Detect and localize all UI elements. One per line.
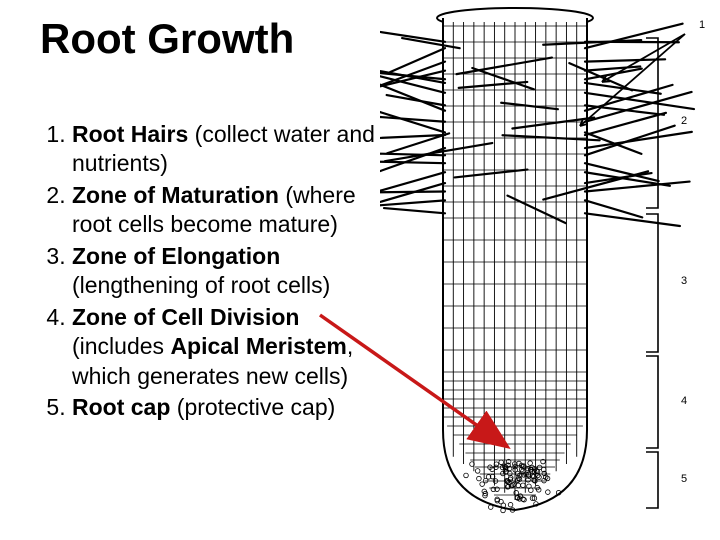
desc: (protective cap) <box>170 394 335 420</box>
svg-text:5: 5 <box>681 473 687 485</box>
list-item: Zone of Maturation (where root cells bec… <box>72 181 380 240</box>
svg-text:1: 1 <box>699 19 705 31</box>
desc: (lengthening of root cells) <box>72 272 330 298</box>
list-item: Zone of Cell Division (includes Apical M… <box>72 303 380 391</box>
svg-text:4: 4 <box>681 395 687 407</box>
list-item: Root cap (protective cap) <box>72 393 380 422</box>
root-diagram: 2 3 4 5 1 <box>380 0 720 540</box>
term: Root Hairs <box>72 121 188 147</box>
term: Zone of Maturation <box>72 182 279 208</box>
term: Zone of Cell Division <box>72 304 299 330</box>
desc-pre: (includes <box>72 333 170 359</box>
page-title: Root Growth <box>40 15 294 63</box>
term: Root cap <box>72 394 170 420</box>
definition-list: Root Hairs (collect water and nutrients)… <box>40 120 380 424</box>
svg-text:2: 2 <box>681 115 687 127</box>
term2: Apical Meristem <box>170 333 346 359</box>
list-item: Root Hairs (collect water and nutrients) <box>72 120 380 179</box>
svg-text:3: 3 <box>681 275 687 287</box>
list-item: Zone of Elongation (lengthening of root … <box>72 242 380 301</box>
term: Zone of Elongation <box>72 243 280 269</box>
